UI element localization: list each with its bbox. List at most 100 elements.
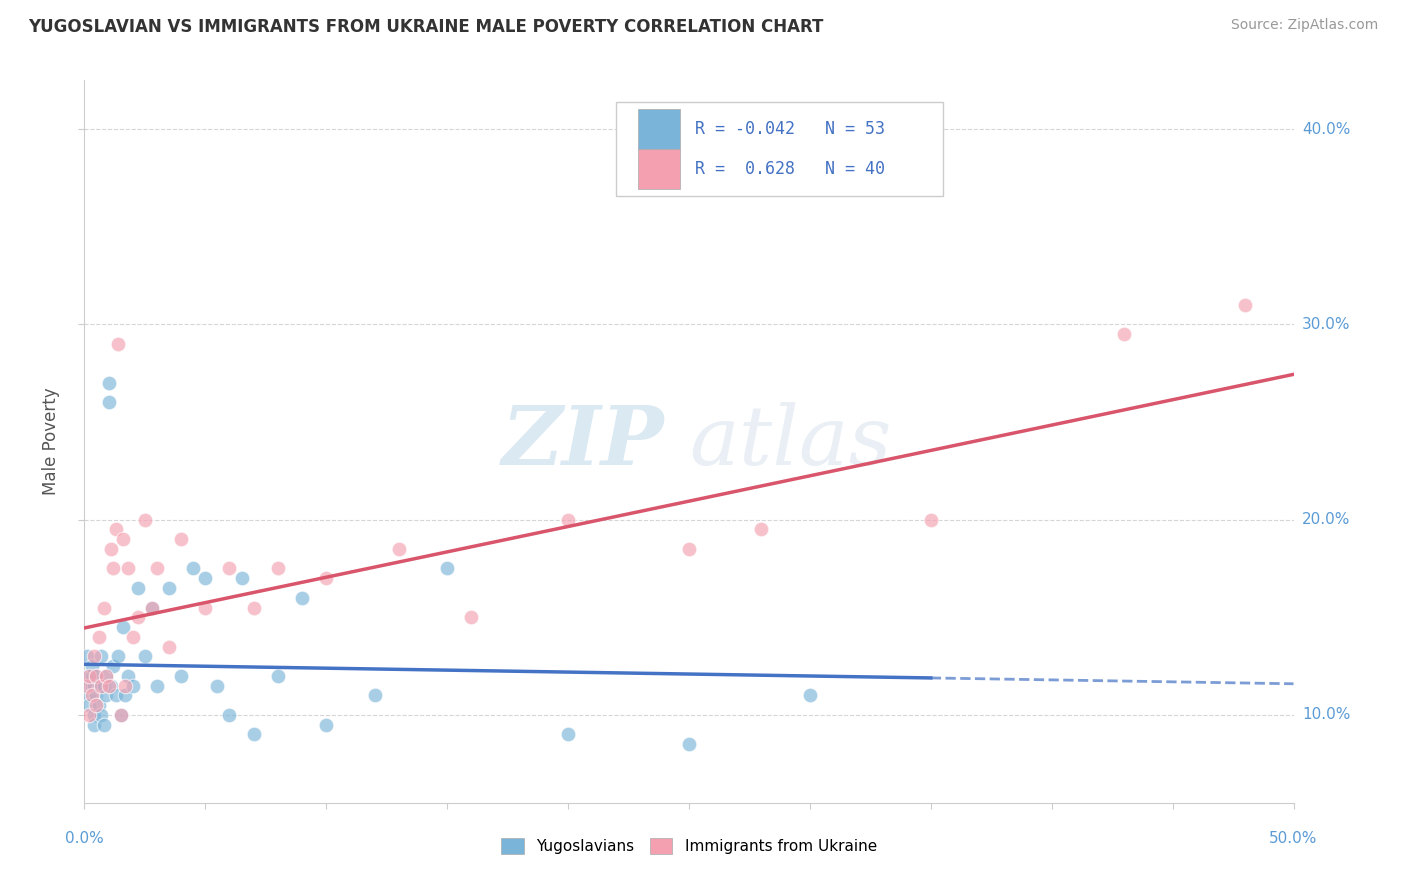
Point [90,649,112,664]
Point [100,679,122,693]
Point [100,541,122,556]
Point [76,649,98,664]
Text: 30.0%: 30.0% [1302,317,1350,332]
Point [218,707,240,722]
Point [77,707,100,722]
Point [83,717,105,731]
Text: Source: ZipAtlas.com: Source: ZipAtlas.com [1230,18,1378,32]
Point [134,649,156,664]
Point [112,620,135,634]
Text: 50.0%: 50.0% [1270,830,1317,846]
Point [751,523,773,537]
Point [194,571,217,585]
Point [77,689,100,703]
Point [87,630,110,644]
Point [242,727,264,741]
Point [157,640,180,654]
Point [146,561,169,575]
Point [315,717,337,731]
Point [90,707,112,722]
Point [127,581,149,595]
Point [678,541,700,556]
Point [97,376,120,390]
Point [97,679,120,693]
Point [86,689,108,703]
Point [87,679,110,693]
Point [218,561,240,575]
Point [97,395,120,409]
Point [110,707,132,722]
Point [1234,298,1257,312]
Point [363,689,385,703]
Text: 10.0%: 10.0% [1302,707,1350,723]
Point [94,669,117,683]
Point [117,561,139,575]
Text: atlas: atlas [689,401,891,482]
Point [678,737,700,751]
Point [194,600,217,615]
Point [80,689,103,703]
Point [134,513,156,527]
Point [76,679,98,693]
Point [181,561,204,575]
Bar [638,109,681,149]
Point [141,600,163,615]
Point [114,689,136,703]
Point [83,679,105,693]
Legend: Yugoslavians, Immigrants from Ukraine: Yugoslavians, Immigrants from Ukraine [495,832,883,860]
Point [1114,327,1136,342]
Point [76,679,98,693]
Text: YUGOSLAVIAN VS IMMIGRANTS FROM UKRAINE MALE POVERTY CORRELATION CHART: YUGOSLAVIAN VS IMMIGRANTS FROM UKRAINE M… [28,18,824,36]
Point [104,689,127,703]
Point [557,513,579,527]
Point [207,679,229,693]
Point [86,698,108,713]
Bar [638,149,681,189]
Point [388,541,411,556]
Point [103,561,125,575]
Point [267,669,290,683]
Point [114,679,136,693]
Point [799,689,821,703]
Point [86,669,108,683]
Point [436,561,458,575]
Point [104,523,127,537]
Y-axis label: Male Poverty: Male Poverty [42,388,60,495]
Point [107,649,129,664]
Point [87,698,110,713]
Point [80,669,103,683]
Point [93,717,115,731]
Text: 40.0%: 40.0% [1302,121,1350,136]
Point [267,561,290,575]
Point [141,600,163,615]
Point [127,610,149,624]
Point [121,630,143,644]
Text: 0.0%: 0.0% [65,830,104,846]
Point [80,659,103,673]
Point [121,679,143,693]
Point [460,610,482,624]
Point [117,669,139,683]
Point [557,727,579,741]
Point [170,669,193,683]
Point [86,669,108,683]
Text: 20.0%: 20.0% [1302,512,1350,527]
Point [157,581,180,595]
Point [94,669,117,683]
Point [77,698,100,713]
Point [103,659,125,673]
Point [242,600,264,615]
Point [291,591,314,605]
Point [83,649,105,664]
Point [76,669,98,683]
Point [94,689,117,703]
Point [112,532,135,546]
Point [90,679,112,693]
Text: ZIP: ZIP [502,401,665,482]
FancyBboxPatch shape [616,102,943,196]
Point [315,571,337,585]
Point [93,600,115,615]
Point [107,337,129,351]
Point [80,679,103,693]
Text: R = -0.042   N = 53: R = -0.042 N = 53 [695,120,884,138]
